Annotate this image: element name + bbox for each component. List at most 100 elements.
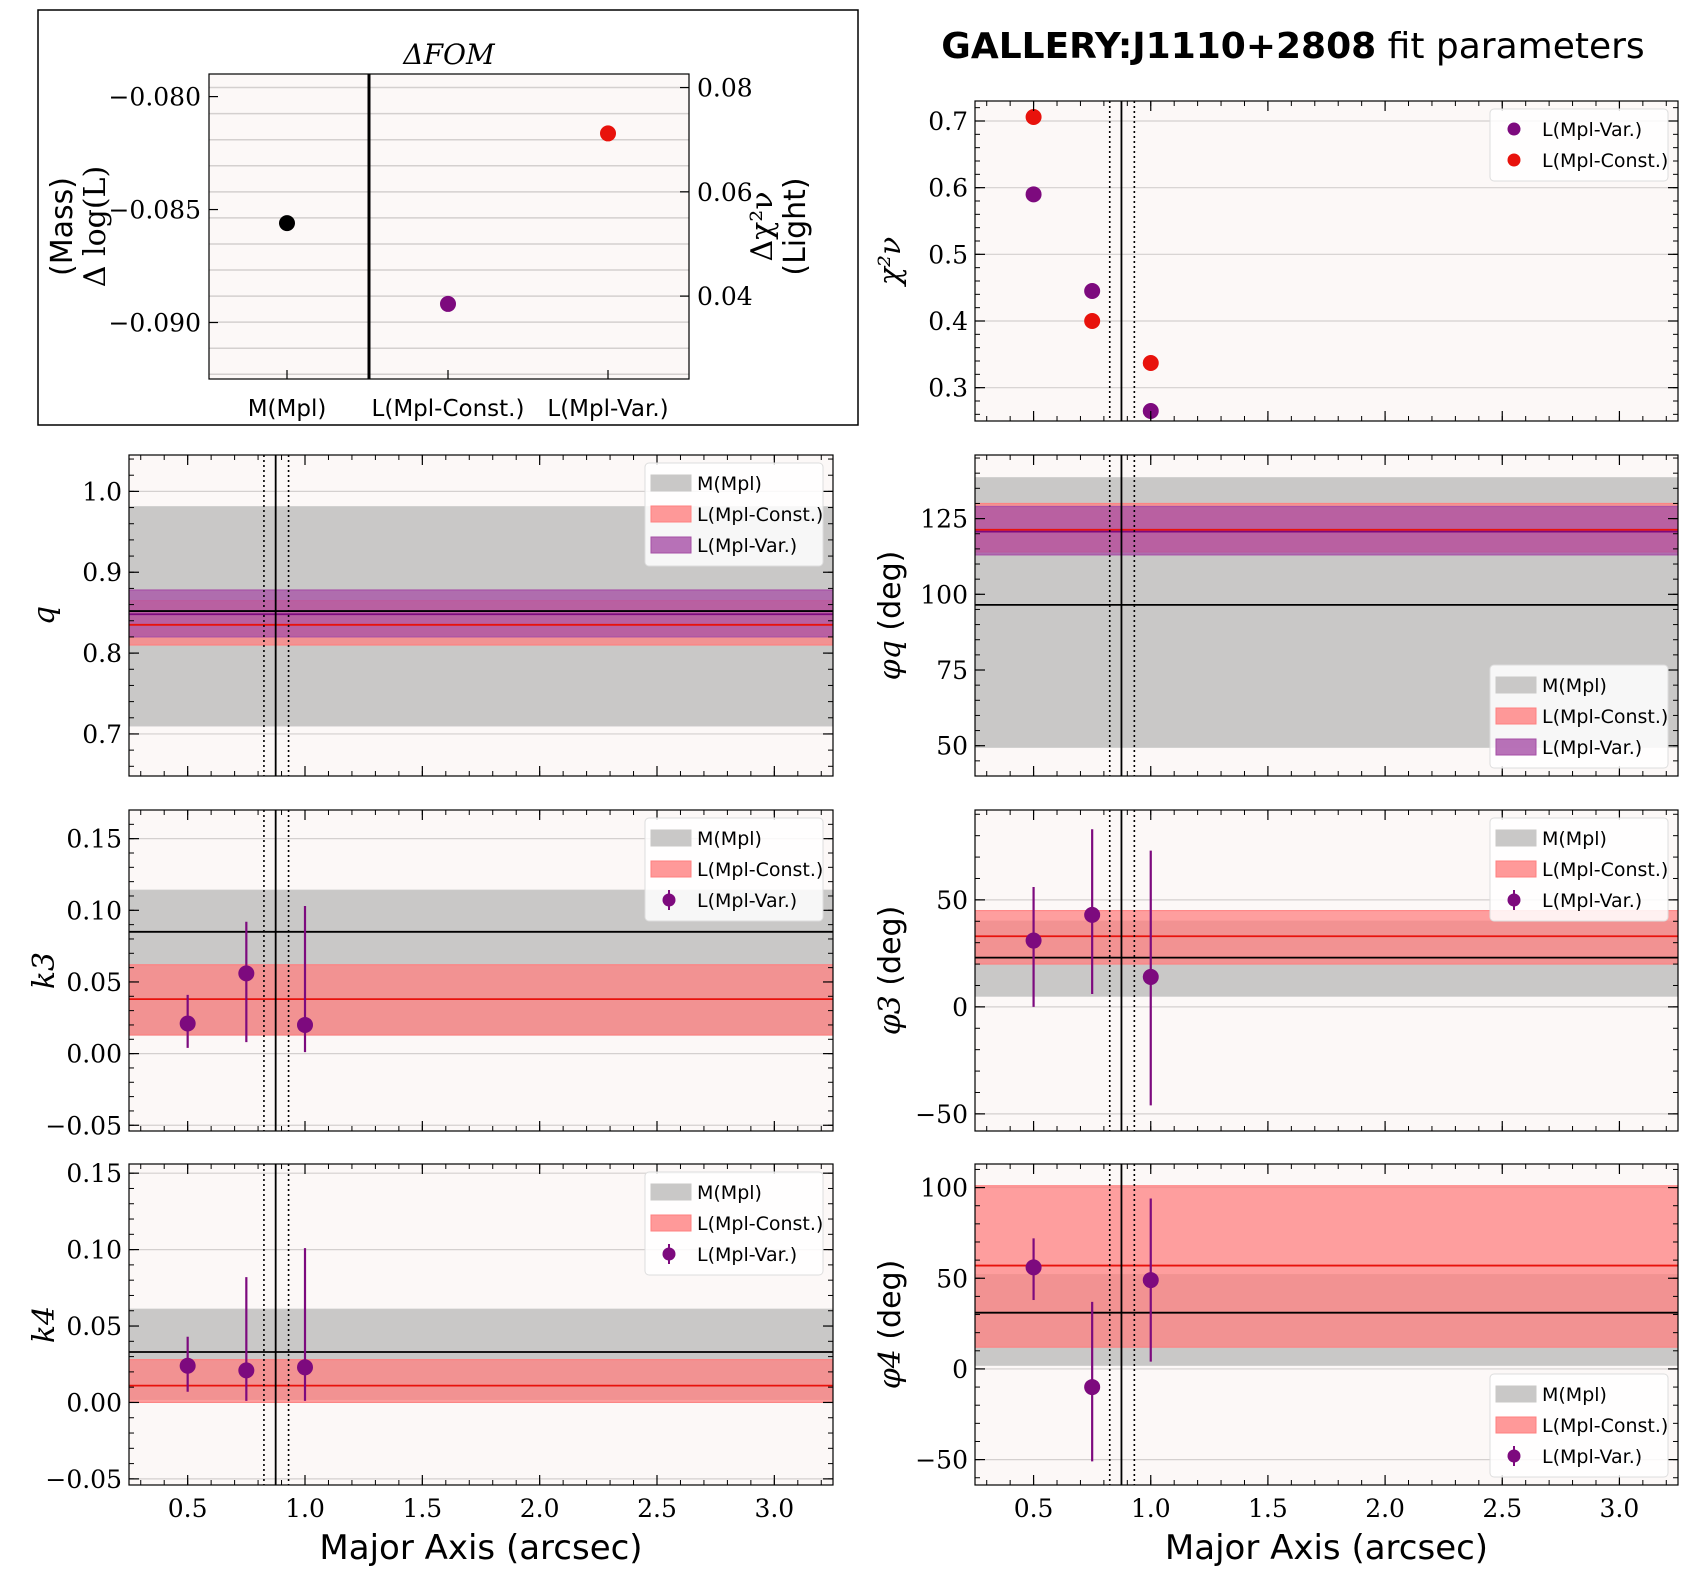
k4-xtick-label: 2.0 [520, 1494, 560, 1523]
k3-legend-marker [662, 893, 676, 907]
phi4-legend-label: L(Mpl-Var.) [1542, 1446, 1642, 1468]
phi4-band [975, 1185, 1678, 1348]
phiq-ytick-label: 125 [920, 505, 968, 534]
chi2-legend-marker [1507, 122, 1521, 136]
k4-ylabel: k4 [27, 1306, 62, 1343]
phi4-legend-swatch [1495, 1385, 1537, 1403]
phi4-legend: M(Mpl) L(Mpl-Const.) L(Mpl-Var.) [1489, 1373, 1669, 1478]
phi3-panel: −50 0 50 φ3 (deg) M(Mpl) L(Mpl-Const.) L(Mpl-V… [873, 809, 1679, 1132]
k4-ylabel-symbol: k4 [27, 1306, 62, 1343]
phiq-ytick-label: 100 [920, 580, 968, 609]
phi4-point [1084, 1379, 1101, 1396]
k3-panel: −0.05 0.00 0.05 0.10 0.15 k3 M(Mpl) L(Mpl-Const… [27, 809, 834, 1140]
phi3-point [1142, 968, 1159, 985]
fom-ylabel-right: Δχ²ν(Light) [745, 177, 813, 275]
phi3-ylabel-symbol: φ3 [873, 995, 908, 1035]
q-axes-frame [128, 454, 834, 777]
phi3-legend-marker [1507, 893, 1521, 907]
k3-ytick-label: −0.05 [45, 1111, 122, 1140]
phi3-ytick-label: −50 [915, 1100, 968, 1129]
fom-panel: −0.080 −0.085 −0.090 0.08 0.06 0.04 M(Mpl) L(Mp… [37, 9, 859, 426]
phiq-band [975, 506, 1678, 555]
k3-ylabel: k3 [27, 952, 62, 989]
phi3-ylabel-unit: (deg) [873, 906, 908, 996]
phiq-legend-swatch [1495, 676, 1537, 694]
chi2-ytick-label: 0.6 [928, 174, 968, 203]
k4-legend-label: M(Mpl) [697, 1182, 762, 1204]
q-legend-swatch [650, 505, 692, 523]
k4-axes-frame [128, 1163, 834, 1486]
phi4-point [1025, 1259, 1042, 1276]
chi2-panel: 0.3 0.4 0.5 0.6 0.7 χ²ν L(Mpl-Var.) L(Mpl-Const… [873, 100, 1679, 422]
phiq-legend-swatch [1495, 738, 1537, 756]
phi4-legend-marker [1507, 1449, 1521, 1463]
k3-legend-label: L(Mpl-Const.) [697, 859, 823, 881]
fom-ylabel-right-line2: (Light) [778, 177, 813, 275]
chi2-ylabel: χ²ν [873, 237, 908, 287]
k3-legend-swatch [650, 829, 692, 847]
chi2-ytick-label: 0.3 [928, 374, 968, 403]
q-ylabel: q [27, 606, 62, 625]
phiq-panel: 50 75 100 125 φq (deg) M(Mpl) L(Mpl-Const.) L(M… [873, 454, 1679, 777]
chi2-point [1025, 109, 1042, 125]
phiq-legend-label: L(Mpl-Var.) [1542, 737, 1642, 759]
phiq-ylabel-text: φq (deg) [873, 551, 908, 681]
phi4-ytick-label: 50 [936, 1264, 968, 1293]
phiq-ylabel-unit: (deg) [873, 551, 908, 641]
fom-ytick-label-right: 0.06 [697, 178, 753, 207]
k3-ytick-label: 0.15 [66, 825, 122, 854]
k4-legend-label: L(Mpl-Var.) [697, 1244, 797, 1266]
fom-axes-frame [208, 73, 690, 380]
phi3-ytick-label: 50 [936, 886, 968, 915]
phi3-ylabel: φ3 (deg) [873, 906, 908, 1036]
chi2-point [1025, 186, 1042, 203]
fom-ytick-label-left: −0.085 [108, 196, 201, 225]
k4-point [238, 1362, 255, 1379]
q-ylabel-text: q [27, 606, 62, 625]
k3-inner [129, 810, 833, 1131]
k4-ytick-label: 0.10 [66, 1236, 122, 1265]
phi3-axes-frame [974, 809, 1679, 1132]
k4-legend-marker [662, 1247, 676, 1261]
chi2-legend-label: L(Mpl-Var.) [1542, 119, 1642, 141]
phi4-xtick-label: 0.5 [1014, 1494, 1054, 1523]
phi4-legend-label: M(Mpl) [1542, 1384, 1607, 1406]
chi2-point [1084, 283, 1101, 299]
k3-axes-frame [128, 809, 834, 1132]
k4-xtick-label: 2.5 [637, 1494, 677, 1523]
chi2-ylabel-symbol: χ²ν [873, 237, 908, 287]
q-legend-swatch [650, 474, 692, 492]
k4-panel: −0.05 0.00 0.05 0.10 0.15 0.5 1.0 1.5 2.0 2.5 3.0 M… [27, 1159, 834, 1568]
phi4-ytick-label: 100 [920, 1174, 968, 1203]
phiq-legend: M(Mpl) L(Mpl-Const.) L(Mpl-Var.) [1489, 664, 1669, 769]
phi4-xlabel: Major Axis (arcsec) [1165, 1528, 1488, 1568]
phi4-ytick-label: −50 [915, 1446, 968, 1475]
q-ytick-label: 0.8 [82, 639, 122, 668]
phi4-ylabel-text: φ4 (deg) [873, 1260, 908, 1390]
q-legend-label: M(Mpl) [697, 473, 762, 495]
figure-title-bold: GALLERY:J1110+2808 [941, 26, 1376, 67]
chi2-inner [975, 101, 1678, 421]
k4-ytick-label: 0.15 [66, 1159, 122, 1188]
figure-title: GALLERY:J1110+2808 fit parameters [941, 26, 1644, 67]
phiq-ylabel-symbol: φq [873, 640, 908, 680]
q-legend-label: L(Mpl-Const.) [697, 504, 823, 526]
k4-ytick-label: −0.05 [45, 1465, 122, 1494]
figure-title-rest: fit parameters [1376, 26, 1645, 67]
panels: −0.080 −0.085 −0.090 0.08 0.06 0.04 M(Mpl) L(Mp… [27, 9, 1679, 1568]
k3-ytick-label: 0.00 [66, 1040, 122, 1069]
phi4-point [1142, 1272, 1159, 1289]
q-panel: 0.7 0.8 0.9 1.0 q M(Mpl) L(Mpl-Const.) L(Mpl-Va… [27, 454, 834, 777]
k4-ytick-label: 0.05 [66, 1312, 122, 1341]
fom-ytick-label-left: −0.090 [108, 309, 201, 338]
phi4-axes-frame [974, 1163, 1679, 1486]
k4-xtick-label: 3.0 [754, 1494, 794, 1523]
k4-legend-swatch [650, 1183, 692, 1201]
k4-ylabel-text: k4 [27, 1306, 62, 1343]
fom-category-label: M(Mpl) [248, 396, 327, 422]
phi4-inner [975, 1164, 1678, 1485]
q-legend-label: L(Mpl-Var.) [697, 535, 797, 557]
phi3-point [1025, 932, 1042, 949]
q-legend: M(Mpl) L(Mpl-Const.) L(Mpl-Var.) [644, 462, 824, 567]
